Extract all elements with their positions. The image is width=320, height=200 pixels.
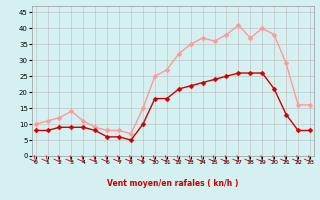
X-axis label: Vent moyen/en rafales ( kn/h ): Vent moyen/en rafales ( kn/h ) (107, 179, 238, 188)
